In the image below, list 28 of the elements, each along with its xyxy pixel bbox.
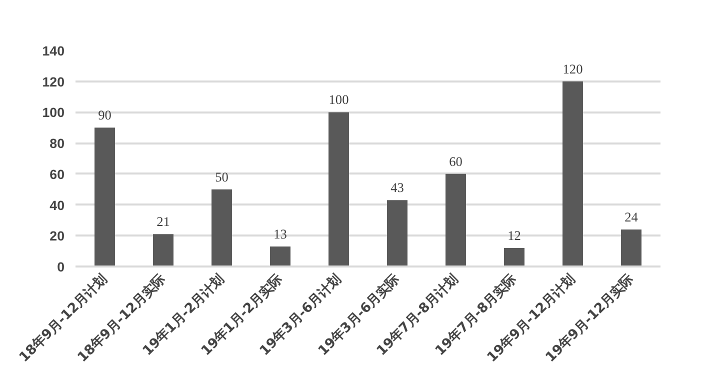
y-tick-label: 40 bbox=[50, 198, 65, 213]
bar bbox=[328, 112, 349, 266]
data-label: 60 bbox=[449, 154, 463, 169]
y-tick-label: 100 bbox=[42, 105, 65, 120]
data-label: 21 bbox=[156, 214, 170, 230]
data-label: 13 bbox=[274, 226, 288, 242]
data-label: 43 bbox=[390, 180, 404, 196]
data-label: 24 bbox=[624, 209, 638, 224]
bar bbox=[270, 246, 290, 266]
bar bbox=[621, 229, 642, 266]
bar bbox=[562, 81, 583, 266]
bar bbox=[153, 234, 174, 266]
y-tick-label: 80 bbox=[50, 136, 65, 152]
bar bbox=[504, 248, 524, 266]
data-label: 120 bbox=[562, 61, 584, 76]
data-label: 90 bbox=[98, 108, 112, 123]
data-label: 50 bbox=[215, 169, 229, 184]
bar bbox=[446, 174, 466, 266]
data-label: 12 bbox=[508, 228, 521, 243]
bar bbox=[212, 189, 232, 266]
y-tick-label: 140 bbox=[42, 44, 65, 58]
bar bbox=[387, 200, 408, 266]
y-tick-label: 120 bbox=[42, 74, 65, 90]
y-tick-label: 60 bbox=[50, 166, 65, 182]
y-tick-label: 20 bbox=[50, 228, 65, 244]
bar bbox=[94, 128, 115, 266]
data-label: 100 bbox=[328, 92, 350, 108]
y-tick-label: 0 bbox=[57, 260, 65, 274]
